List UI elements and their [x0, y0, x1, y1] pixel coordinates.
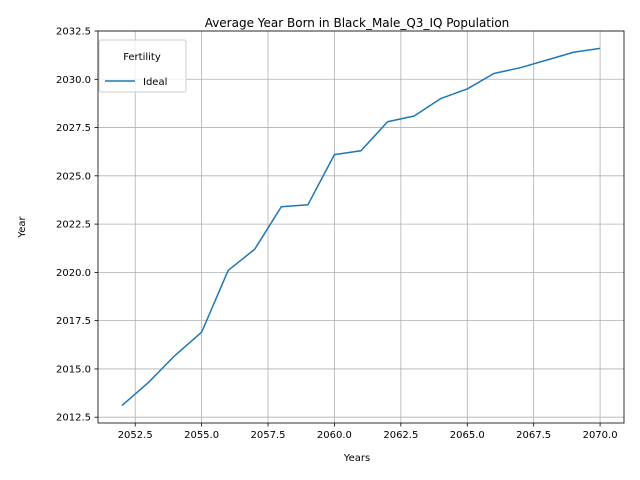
y-tick-label: 2015.0: [56, 364, 91, 375]
x-tick-label: 2060.0: [317, 430, 352, 441]
y-tick-label: 2017.5: [56, 316, 91, 327]
x-tick-label: 2062.5: [383, 430, 418, 441]
chart-title: Average Year Born in Black_Male_Q3_IQ Po…: [205, 16, 510, 30]
series-layer: [121, 47, 601, 407]
y-tick-label: 2020.0: [56, 268, 91, 279]
x-tick-label: 2070.0: [583, 430, 618, 441]
y-tick-label: 2027.5: [56, 123, 91, 134]
legend-label-ideal: Ideal: [143, 77, 167, 88]
x-tick-label: 2052.5: [118, 430, 153, 441]
plot-area-frame: [97, 30, 625, 424]
y-axis-label: Year: [17, 216, 28, 239]
legend-box: [98, 39, 187, 93]
y-tick-label: 2032.5: [56, 27, 91, 38]
y-tick-label: 2022.5: [56, 220, 91, 231]
y-tick-label: 2025.0: [56, 171, 91, 182]
y-tick-label: 2030.0: [56, 75, 91, 86]
x-tick-label: 2055.0: [184, 430, 219, 441]
y-axis: 2012.5 2015.0 2017.5 2020.0 2022.5 2025.0 2027…: [56, 27, 98, 424]
x-tick-label: 2065.0: [450, 430, 485, 441]
x-axis-label: Years: [343, 453, 370, 464]
y-tick-label: 2012.5: [56, 413, 91, 424]
x-axis: 2052.5 2055.0 2057.5 2060.0 2062.5 2065.0 2067…: [118, 423, 618, 441]
legend-title: Fertility: [123, 52, 161, 63]
x-tick-label: 2067.5: [516, 430, 551, 441]
legend: Fertility Ideal: [98, 39, 187, 93]
series-line-ideal: [121, 47, 601, 407]
x-tick-label: 2057.5: [251, 430, 286, 441]
